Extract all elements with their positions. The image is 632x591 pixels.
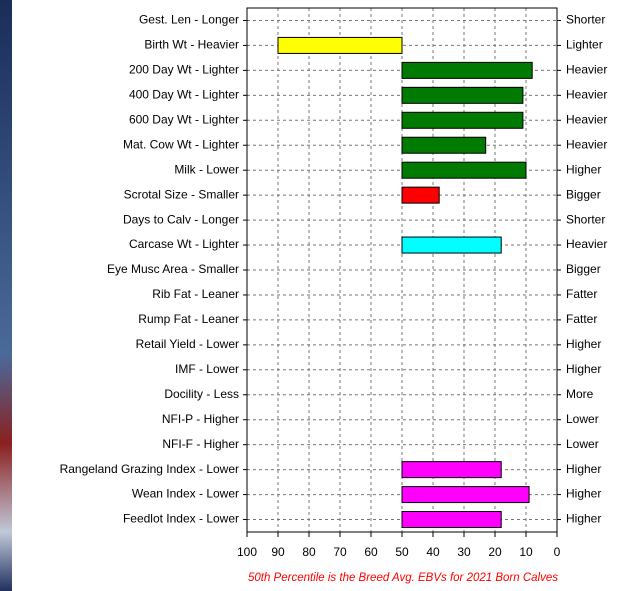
bar [401,461,502,479]
y-tick-label: Birth Wt - Heavier [144,38,239,52]
y-tick-label: Scrotal Size - Smaller [124,187,239,201]
y2-tick-label: Bigger [566,187,601,201]
y2-tick-label: Higher [566,462,601,476]
y2-tick-label: Higher [566,512,601,526]
y2-tick-label: Lower [566,437,599,451]
y-tick-label: Mat. Cow Wt - Lighter [123,137,239,151]
y2-tick-label: Heavier [566,137,607,151]
y2-tick-label: Shorter [566,13,605,27]
bar [277,36,403,54]
y2-tick-label: Lighter [566,38,603,52]
y-tick-label: Rib Fat - Leaner [152,287,239,301]
x-tick-label: 30 [457,545,471,559]
y2-tick-label: Shorter [566,212,605,226]
y2-tick-label: Higher [566,487,601,501]
y2-tick-label: Bigger [566,262,601,276]
y2-tick-label: More [566,387,594,401]
y2-tick-label: Lower [566,412,599,426]
bar [401,61,533,79]
y-tick-label: Days to Calv - Longer [123,212,239,226]
y-tick-label: Carcase Wt - Lighter [129,237,239,251]
y-tick-label: IMF - Lower [175,362,239,376]
y-tick-label: Docility - Less [164,387,239,401]
background-strip [0,0,12,591]
x-tick-label: 50 [395,545,409,559]
y-tick-label: 200 Day Wt - Lighter [129,63,239,77]
y2-tick-label: Higher [566,162,601,176]
y-tick-label: Wean Index - Lower [132,487,239,501]
y2-tick-label: Higher [566,362,601,376]
x-tick-label: 90 [271,545,285,559]
x-tick-label: 40 [426,545,440,559]
bar [401,161,527,179]
y-tick-label: Retail Yield - Lower [136,337,239,351]
bar [401,511,502,529]
bar [401,186,440,204]
x-tick-label: 10 [519,545,533,559]
y2-tick-label: Heavier [566,112,607,126]
x-tick-label: 60 [364,545,378,559]
y-tick-label: Gest. Len - Longer [139,13,239,27]
plot-frame [246,7,558,533]
y-tick-label: Feedlot Index - Lower [123,512,239,526]
y-tick-label: NFI-P - Higher [162,412,239,426]
y-tick-label: Eye Musc Area - Smaller [107,262,239,276]
y2-tick-label: Heavier [566,237,607,251]
bar [401,486,530,504]
x-tick-label: 70 [333,545,347,559]
y-tick-label: Rangeland Grazing Index - Lower [60,462,239,476]
y2-tick-label: Heavier [566,63,607,77]
y2-tick-label: Fatter [566,312,597,326]
bar [401,111,524,129]
y-tick-label: 400 Day Wt - Lighter [129,88,239,102]
x-tick-label: 80 [302,545,316,559]
y2-tick-label: Fatter [566,287,597,301]
x-tick-label: 20 [488,545,502,559]
y-tick-label: Milk - Lower [174,162,239,176]
y-tick-label: NFI-F - Higher [162,437,239,451]
y-tick-label: Rump Fat - Leaner [138,312,239,326]
y-tick-label: 600 Day Wt - Lighter [129,112,239,126]
x-tick-label: 100 [237,545,257,559]
bar [401,86,524,104]
bar [401,136,487,154]
y2-tick-label: Heavier [566,88,607,102]
x-tick-label: 0 [554,545,561,559]
bar [401,236,502,254]
footnote: 50th Percentile is the Breed Avg. EBVs f… [248,572,558,584]
y2-tick-label: Higher [566,337,601,351]
